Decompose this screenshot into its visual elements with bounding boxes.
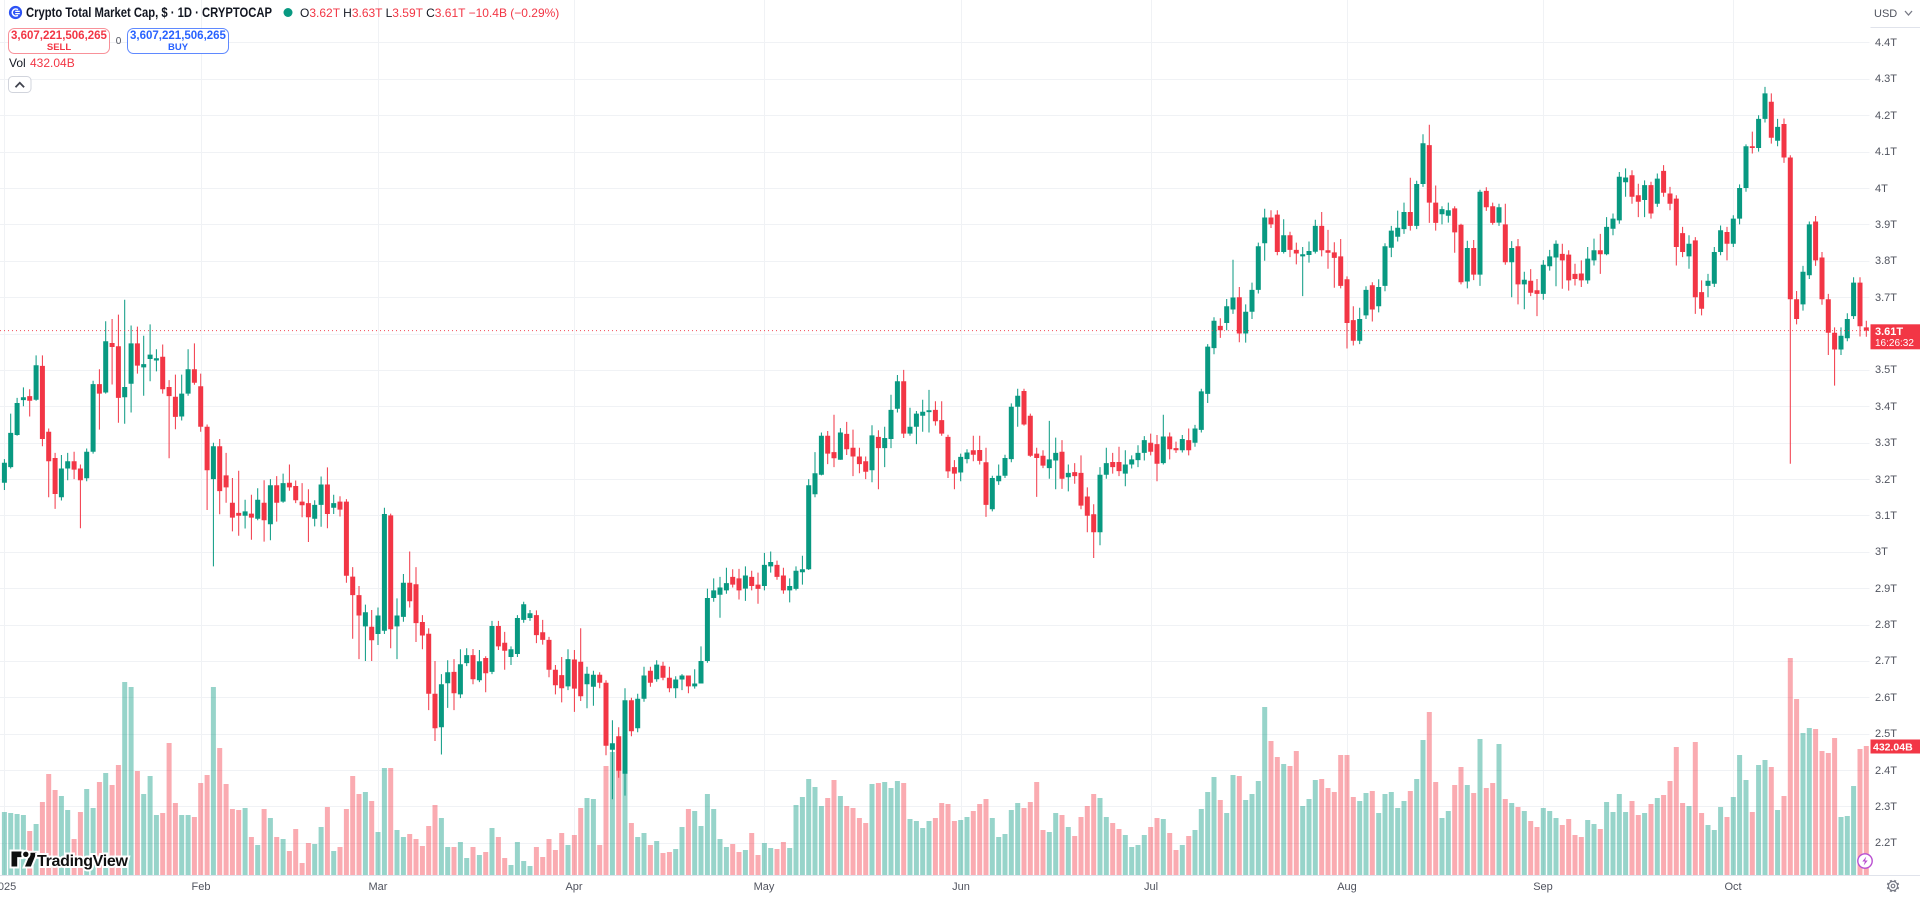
svg-text:May: May: [754, 881, 775, 893]
svg-text:2.8T: 2.8T: [1875, 619, 1897, 631]
svg-text:3,607,221,506,265: 3,607,221,506,265: [11, 30, 108, 42]
svg-text:Oct: Oct: [1724, 881, 1741, 893]
svg-text:432.04B: 432.04B: [30, 56, 75, 70]
svg-text:Sep: Sep: [1533, 881, 1553, 893]
svg-text:3.61T: 3.61T: [1875, 326, 1903, 338]
svg-text:2.9T: 2.9T: [1875, 583, 1897, 595]
svg-text:4.3T: 4.3T: [1875, 73, 1897, 85]
svg-text:4.1T: 4.1T: [1875, 146, 1897, 158]
svg-text:Jun: Jun: [952, 881, 970, 893]
svg-text:4T: 4T: [1875, 183, 1888, 195]
svg-text:16:26:32: 16:26:32: [1875, 338, 1914, 349]
svg-text:3.5T: 3.5T: [1875, 364, 1897, 376]
svg-text:432.04B: 432.04B: [1873, 742, 1913, 754]
svg-text:Apr: Apr: [565, 881, 582, 893]
svg-text:3.1T: 3.1T: [1875, 510, 1897, 522]
svg-text:3.7T: 3.7T: [1875, 292, 1897, 304]
svg-text:4.2T: 4.2T: [1875, 110, 1897, 122]
svg-text:Vol: Vol: [9, 56, 26, 70]
svg-text:USD: USD: [1874, 8, 1897, 20]
svg-text:Aug: Aug: [1337, 881, 1357, 893]
svg-text:BUY: BUY: [168, 42, 189, 53]
svg-text:3,607,221,506,265: 3,607,221,506,265: [130, 30, 227, 42]
svg-text:2.4T: 2.4T: [1875, 765, 1897, 777]
svg-text:TradingView: TradingView: [37, 853, 129, 870]
svg-text:0: 0: [116, 36, 122, 47]
svg-text:2.2T: 2.2T: [1875, 837, 1897, 849]
svg-text:O3.62T H3.63T L3.59T C3.61T −1: O3.62T H3.63T L3.59T C3.61T −10.4B (−0.2…: [300, 6, 559, 20]
svg-text:3T: 3T: [1875, 546, 1888, 558]
svg-text:2.7T: 2.7T: [1875, 655, 1897, 667]
svg-text:2.3T: 2.3T: [1875, 801, 1897, 813]
svg-text:2025: 2025: [0, 881, 16, 893]
svg-text:Feb: Feb: [192, 881, 211, 893]
svg-text:Mar: Mar: [369, 881, 388, 893]
svg-text:3.9T: 3.9T: [1875, 219, 1897, 231]
svg-text:2.6T: 2.6T: [1875, 692, 1897, 704]
svg-text:3.8T: 3.8T: [1875, 255, 1897, 267]
svg-text:SELL: SELL: [47, 42, 71, 53]
svg-text:2.5T: 2.5T: [1875, 728, 1897, 740]
svg-text:Jul: Jul: [1144, 881, 1158, 893]
svg-text:3.4T: 3.4T: [1875, 401, 1897, 413]
svg-text:4.4T: 4.4T: [1875, 37, 1897, 49]
svg-text:Crypto Total Market Cap, $ · 1: Crypto Total Market Cap, $ · 1D · CRYPTO…: [26, 5, 272, 20]
svg-text:3.3T: 3.3T: [1875, 437, 1897, 449]
svg-text:3.2T: 3.2T: [1875, 474, 1897, 486]
